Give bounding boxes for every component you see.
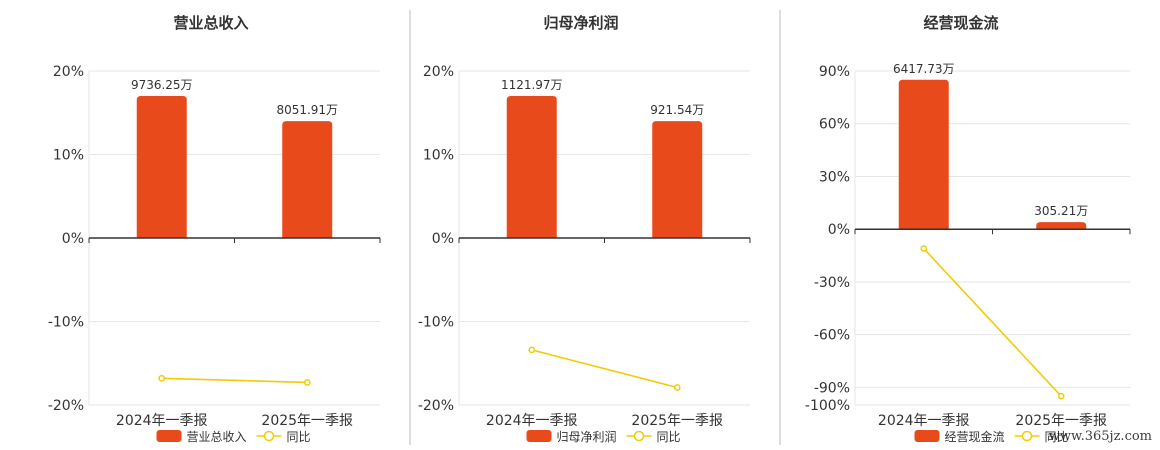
x-tick-label: 2025年一季报 bbox=[1015, 413, 1107, 429]
y-tick-label: -10% bbox=[418, 315, 454, 331]
legend: 归母净利润 同比 bbox=[526, 430, 681, 444]
chart-panel-1: 营业总收入 20% 10% 0% -10% -20% 9736.25万 8051.91万 202… bbox=[48, 14, 381, 444]
yoy-point bbox=[920, 245, 928, 252]
y-tick-label: 0% bbox=[62, 231, 84, 247]
y-tick-label: 10% bbox=[53, 148, 84, 164]
legend-line-label: 同比 bbox=[1045, 430, 1069, 444]
legend-bar-swatch bbox=[526, 430, 552, 442]
x-tick-label: 2025年一季报 bbox=[631, 413, 723, 429]
yoy-point bbox=[303, 379, 311, 386]
bar bbox=[652, 121, 703, 238]
chart-title: 营业总收入 bbox=[173, 14, 248, 32]
bar-value-label: 9736.25万 bbox=[131, 78, 193, 92]
yoy-line bbox=[531, 349, 678, 389]
legend-bar-label: 营业总收入 bbox=[187, 430, 247, 444]
y-tick-label: -30% bbox=[814, 275, 850, 291]
legend-bar-swatch bbox=[156, 430, 182, 442]
legend-line-marker bbox=[633, 430, 645, 442]
y-tick-label: -90% bbox=[814, 380, 850, 396]
y-tick-label: -20% bbox=[418, 398, 454, 414]
chart-panel-2: 归母净利润 20% 10% 0% -10% -20% 1121.97万 921.54万 2024… bbox=[418, 14, 751, 444]
legend-line-label: 同比 bbox=[287, 430, 311, 444]
y-tick-label: -20% bbox=[48, 398, 84, 414]
bar bbox=[898, 79, 949, 230]
chart-panel-3: 经营现金流 90% 60% 30% 0% -30% -60% -90% -100% 6417.73… bbox=[805, 14, 1131, 444]
legend: 营业总收入 同比 bbox=[156, 430, 311, 444]
y-tick-label: 20% bbox=[53, 64, 84, 80]
y-tick-label: 10% bbox=[423, 148, 454, 164]
bar-value-label: 8051.91万 bbox=[276, 103, 338, 117]
legend: 经营现金流 同比 bbox=[914, 429, 1069, 444]
bar-value-label: 305.21万 bbox=[1034, 204, 1088, 218]
legend-line-marker bbox=[1021, 430, 1033, 442]
chart-title: 经营现金流 bbox=[923, 14, 998, 32]
x-tick-label: 2024年一季报 bbox=[486, 413, 578, 429]
bar-value-label: 6417.73万 bbox=[893, 62, 955, 76]
x-tick-label: 2024年一季报 bbox=[878, 413, 970, 429]
bar bbox=[1036, 222, 1087, 230]
bar-value-label: 921.54万 bbox=[650, 103, 704, 117]
y-tick-label: -60% bbox=[814, 328, 850, 344]
yoy-point bbox=[1057, 392, 1065, 400]
legend-line-marker bbox=[263, 430, 275, 442]
legend-bar-label: 经营现金流 bbox=[945, 429, 1005, 444]
y-tick-label: 0% bbox=[828, 222, 850, 238]
y-tick-label: 20% bbox=[423, 64, 454, 80]
yoy-line bbox=[923, 248, 1062, 397]
legend-line-label: 同比 bbox=[657, 430, 681, 444]
yoy-point bbox=[673, 384, 681, 391]
y-tick-label: 30% bbox=[819, 169, 850, 185]
y-tick-label: 90% bbox=[819, 64, 850, 80]
chart-title: 归母净利润 bbox=[543, 14, 618, 32]
bar bbox=[136, 96, 187, 238]
x-tick-label: 2024年一季报 bbox=[116, 413, 208, 429]
watermark-text: www.365jz.com bbox=[1048, 429, 1152, 444]
y-tick-label: -10% bbox=[48, 315, 84, 331]
legend-bar-label: 归母净利润 bbox=[557, 430, 617, 444]
bar-value-label: 1121.97万 bbox=[501, 78, 563, 92]
yoy-point bbox=[158, 374, 166, 382]
legend-bar-swatch bbox=[914, 430, 940, 442]
yoy-point bbox=[528, 346, 536, 354]
y-tick-label: 60% bbox=[819, 117, 850, 133]
bar bbox=[282, 121, 333, 238]
y-tick-label: 0% bbox=[432, 231, 454, 247]
bar bbox=[506, 96, 557, 238]
y-tick-label: -100% bbox=[805, 398, 850, 414]
yoy-line bbox=[161, 377, 308, 384]
x-tick-label: 2025年一季报 bbox=[261, 413, 353, 429]
